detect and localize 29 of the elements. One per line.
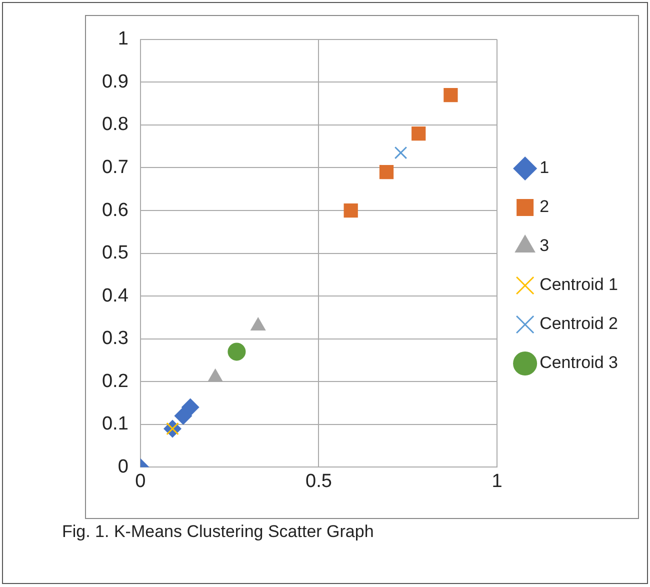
y-tick-label: 0.6 xyxy=(102,200,128,221)
y-tick-label: 0.2 xyxy=(102,370,128,392)
legend-label: 1 xyxy=(540,158,550,178)
point xyxy=(444,88,458,102)
point xyxy=(394,146,408,160)
point xyxy=(174,406,192,425)
y-tick-label: 0.1 xyxy=(102,414,128,435)
y-tick-label: 1 xyxy=(118,28,128,50)
point xyxy=(181,398,200,416)
y-tick-label: 0.5 xyxy=(102,242,128,264)
point xyxy=(379,164,394,180)
y-tick-label: 0.4 xyxy=(102,285,129,306)
legend-label: 3 xyxy=(540,236,550,256)
y-tick-label: 0.9 xyxy=(102,71,128,92)
legend-label: 2 xyxy=(540,197,550,216)
point xyxy=(344,203,358,218)
y-tick-label: 0 xyxy=(118,456,128,478)
legend-label: Centroid 2 xyxy=(540,314,618,334)
y-tick-label: 0.7 xyxy=(102,156,128,178)
y-tick-label: 0.3 xyxy=(102,328,128,350)
y-tick-label: 0.8 xyxy=(102,114,128,136)
legend-label: Centroid 1 xyxy=(540,275,618,294)
x-tick-label: 0.5 xyxy=(306,470,332,492)
point xyxy=(228,342,246,361)
x-tick-label: 1 xyxy=(492,470,502,492)
caption: Fig. 1. K-Means Clustering Scatter Graph xyxy=(62,522,374,542)
point xyxy=(412,126,426,141)
x-tick-label: 0 xyxy=(135,470,146,492)
legend-label: Centroid 3 xyxy=(540,353,618,372)
